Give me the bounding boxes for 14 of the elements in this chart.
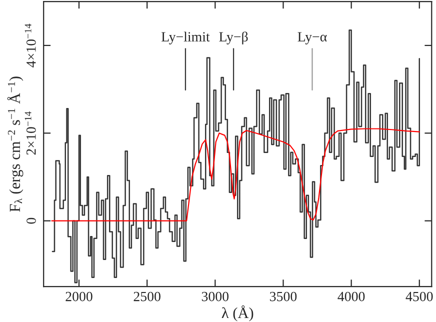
ref-line-label: Ly−α [298, 32, 327, 44]
x-tick-label: 3500 [270, 292, 297, 302]
text: F$_{λ}$ (ergs cm$^{−2}$ s$^{−1}$ Å$^{−1}$) [7, 76, 24, 212]
x-tick-label: 3000 [202, 292, 229, 302]
y-tick-label: 4×10$^{−14}$ [24, 24, 36, 68]
ref-line-label: Ly−β [219, 32, 248, 44]
y-tick-label: 2×10$^{−14}$ [24, 111, 36, 155]
x-tick-label: 4500 [406, 292, 433, 302]
x-axis-title: λ (Å) [222, 305, 254, 322]
x-tick-label: 2000 [66, 292, 92, 302]
ref-line-label: Ly−limit [162, 32, 210, 44]
x-tick-label: 2500 [134, 292, 160, 302]
x-tick-label: 4000 [338, 292, 365, 302]
y-tick-label: 0 [26, 218, 36, 224]
